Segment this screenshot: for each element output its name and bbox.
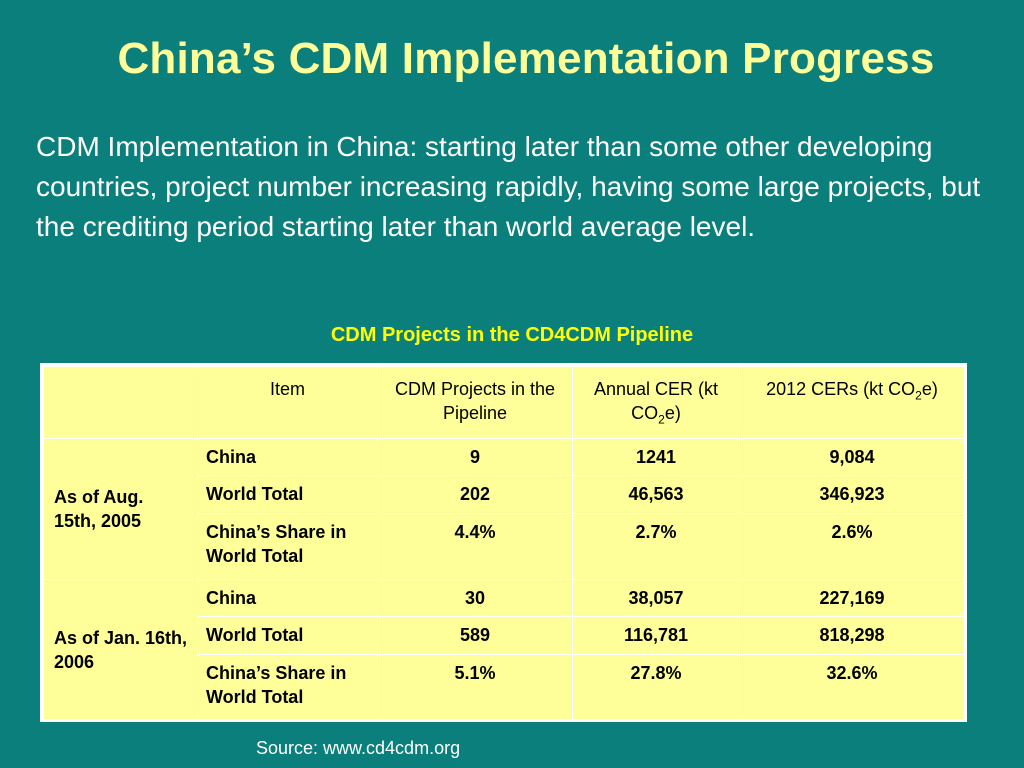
annual-cer-cell: 46,563: [572, 475, 740, 514]
total-cers-cell: 2.6%: [739, 513, 965, 580]
table-title: CDM Projects in the CD4CDM Pipeline: [330, 324, 694, 346]
item-cell: China’s Share in World Total: [197, 654, 378, 720]
header-item: Item: [197, 366, 378, 439]
header-2012-cers-subscript: 2: [915, 388, 922, 403]
header-annual-cer-suffix: e): [664, 403, 681, 423]
annual-cer-cell: 116,781: [572, 616, 740, 655]
source-note: Source: www.cd4cdm.org: [256, 738, 461, 758]
header-corner-cell: [43, 366, 198, 439]
total-cers-cell: 818,298: [739, 616, 965, 655]
table-header-row: Item CDM Projects in the Pipeline Annual…: [43, 366, 965, 439]
item-cell: World Total: [197, 475, 378, 514]
cdm-projects-table: Item CDM Projects in the Pipeline Annual…: [43, 366, 965, 720]
slide-title: China’s CDM Implementation Progress: [117, 34, 935, 83]
projects-cell: 589: [377, 616, 573, 655]
table-frame: Item CDM Projects in the Pipeline Annual…: [40, 363, 967, 722]
total-cers-cell: 346,923: [739, 475, 965, 514]
table-row: World Total 202 46,563 346,923: [44, 475, 965, 514]
header-2012-cers: 2012 CERs (kt CO2e): [739, 366, 965, 439]
projects-cell: 4.4%: [377, 513, 573, 580]
total-cers-cell: 227,169: [739, 579, 965, 617]
header-2012-cers-prefix: 2012 CERs (kt CO: [766, 379, 916, 399]
header-projects: CDM Projects in the Pipeline: [377, 366, 573, 439]
annual-cer-cell: 27.8%: [572, 654, 740, 720]
annual-cer-cell: 2.7%: [572, 513, 740, 580]
header-annual-cer-subscript: 2: [658, 412, 665, 427]
period-cell: As of Aug. 15th, 2005: [43, 438, 198, 580]
projects-cell: 202: [377, 475, 573, 514]
item-cell: China: [197, 579, 378, 617]
header-annual-cer: Annual CER (kt CO2e): [572, 366, 740, 439]
annual-cer-cell: 1241: [572, 438, 740, 476]
header-2012-cers-suffix: e): [921, 379, 938, 399]
item-cell: China: [197, 438, 378, 476]
period-cell: As of Jan. 16th, 2006: [43, 579, 198, 720]
projects-cell: 30: [377, 579, 573, 617]
item-cell: World Total: [197, 616, 378, 655]
table-row: China’s Share in World Total 4.4% 2.7% 2…: [44, 513, 965, 580]
total-cers-cell: 32.6%: [739, 654, 965, 720]
header-annual-cer-prefix: Annual CER (kt CO: [593, 379, 719, 423]
table-row: As of Jan. 16th, 2006 China 30 38,057 22…: [43, 579, 965, 720]
projects-cell: 9: [377, 438, 573, 476]
intro-paragraph: CDM Implementation in China: starting la…: [36, 131, 981, 242]
table-row: As of Aug. 15th, 2005 China 9 1241 9,084: [43, 438, 965, 580]
total-cers-cell: 9,084: [739, 438, 965, 476]
annual-cer-cell: 38,057: [572, 579, 740, 617]
item-cell: China’s Share in World Total: [197, 513, 378, 580]
table-row: China’s Share in World Total 5.1% 27.8% …: [44, 654, 965, 720]
projects-cell: 5.1%: [377, 654, 573, 720]
